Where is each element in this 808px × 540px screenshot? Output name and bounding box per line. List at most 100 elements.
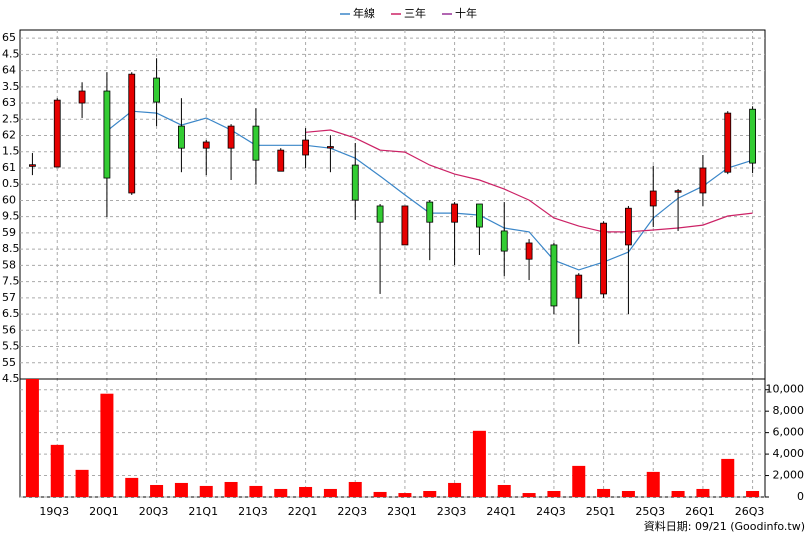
candle-body: [78, 90, 86, 104]
volume-bar: [398, 493, 412, 497]
candle-body: [252, 125, 260, 161]
candle-body: [451, 203, 458, 223]
candle-body: [128, 73, 136, 194]
x-tick-label: 24Q1: [486, 505, 516, 518]
volume-bar: [472, 430, 486, 497]
y2-tick-label: 4,000: [773, 447, 805, 460]
candle-body: [401, 205, 409, 246]
x-tick-label: 26Q1: [685, 505, 715, 518]
candle-body: [302, 139, 309, 156]
x-tick-label: 25Q3: [635, 505, 665, 518]
volume-bar: [497, 484, 511, 497]
x-tick-label: 26Q3: [735, 505, 765, 518]
x-tick-label: 23Q3: [437, 505, 467, 518]
volume-bar: [224, 481, 238, 497]
y2-tick-label: 2,000: [773, 469, 805, 482]
candle-body: [699, 167, 707, 194]
legend-label: 年線: [353, 6, 375, 20]
candle-body: [202, 141, 210, 149]
x-tick-label: 20Q1: [89, 505, 119, 518]
y-tick-label: 63: [2, 96, 16, 109]
candle-body: [277, 149, 285, 172]
y-tick-label: 9.5: [2, 210, 20, 223]
y-tick-label: 6.5: [2, 307, 20, 320]
volume-bar: [150, 484, 164, 497]
volume-bar: [646, 471, 660, 497]
x-tick-label: 21Q3: [238, 505, 268, 518]
volume-bar: [299, 486, 313, 497]
y-tick-label: 3.5: [2, 80, 20, 93]
volume-bar: [348, 481, 362, 497]
volume-bar: [621, 490, 635, 497]
candle-body: [351, 164, 359, 201]
candle-body: [476, 203, 483, 228]
y-tick-label: 4.5: [2, 47, 20, 60]
y-tick-label: 64: [2, 64, 16, 77]
volume-bar: [25, 379, 39, 497]
volume-bar: [274, 488, 288, 497]
y-tick-label: 62: [2, 129, 16, 142]
volume-bar: [448, 482, 462, 497]
x-tick-label: 22Q3: [337, 505, 367, 518]
x-tick-label: 21Q1: [188, 505, 218, 518]
candle-body: [376, 205, 384, 223]
volume-bar: [522, 493, 536, 497]
y-tick-label: 61: [2, 161, 16, 174]
volume-bar: [199, 485, 213, 497]
y-tick-label: 59: [2, 226, 16, 239]
y2-tick-label: 6,000: [773, 426, 805, 439]
y-tick-label: 60: [2, 193, 16, 206]
candle-body: [153, 77, 160, 103]
y-tick-label: 2.5: [2, 112, 20, 125]
y-tick-label: 0.5: [2, 177, 20, 190]
plot-frame: [19, 29, 766, 498]
volume-bar: [547, 490, 561, 497]
y2-tick-label: 8,000: [773, 404, 805, 417]
volume-bar: [696, 488, 710, 497]
y-tick-label: 7.5: [2, 275, 20, 288]
y-tick-label: 58: [2, 258, 16, 271]
volume-bar: [125, 477, 139, 497]
y2-tick-label: 10,000: [766, 383, 805, 396]
candle-body: [600, 222, 607, 295]
x-tick-label: 24Q3: [536, 505, 566, 518]
y-tick-label: 1.5: [2, 145, 20, 158]
volume-bar: [100, 393, 114, 497]
volume-bar: [572, 465, 586, 497]
y-tick-label: 57: [2, 291, 16, 304]
legend-label: 十年: [455, 6, 477, 20]
candle-body: [724, 112, 732, 173]
candle-body: [178, 125, 185, 149]
candle-body: [227, 125, 235, 149]
candle-body: [525, 242, 533, 260]
candle-body: [575, 274, 583, 299]
volume-bar: [721, 458, 735, 497]
candle-body: [749, 108, 756, 164]
volume-bar: [671, 490, 685, 497]
y2-tick-label: 0: [797, 490, 804, 503]
candle-body: [327, 146, 334, 149]
candle-body: [29, 164, 36, 167]
volume-bar: [746, 490, 760, 497]
y-tick-label: 4.5: [2, 372, 20, 385]
volume-bar: [597, 488, 611, 497]
candle-body: [500, 230, 508, 252]
volume-bar: [373, 491, 387, 497]
volume-bar: [75, 469, 89, 497]
volume-bar: [423, 490, 437, 497]
x-tick-label: 23Q1: [387, 505, 417, 518]
candle-body: [426, 201, 434, 223]
candle-body: [550, 244, 558, 307]
candle-body: [625, 207, 632, 246]
source-note: 資料日期: 09/21 (Goodinfo.tw): [644, 519, 805, 533]
x-tick-label: 22Q1: [288, 505, 318, 518]
legend-label: 三年: [404, 6, 426, 20]
candle-body: [649, 190, 657, 207]
candle-body: [53, 99, 61, 168]
y-tick-label: 8.5: [2, 242, 20, 255]
candle-body: [103, 90, 111, 179]
y-tick-label: 5.5: [2, 340, 20, 353]
volume-bar: [323, 488, 337, 497]
volume-bar: [174, 482, 188, 497]
